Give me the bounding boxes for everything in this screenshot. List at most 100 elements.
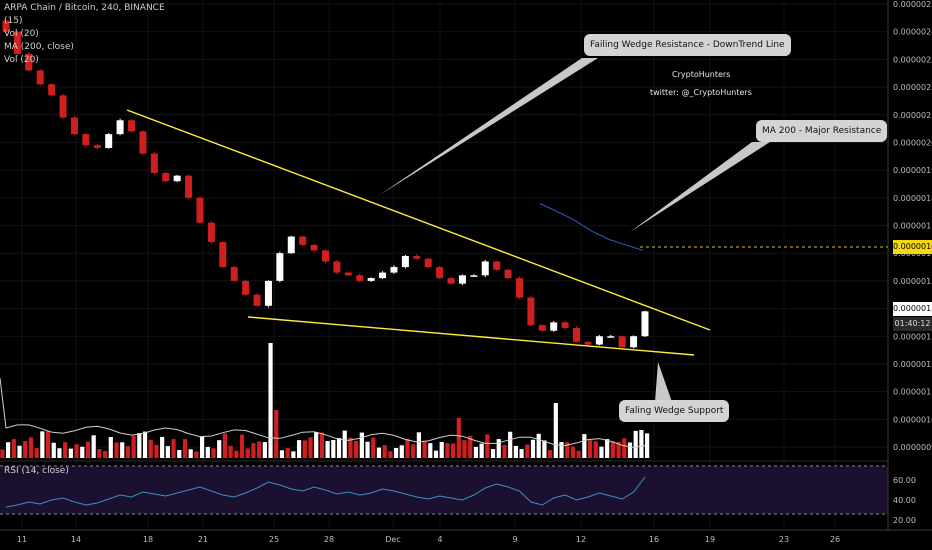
time-tick-label: 25 bbox=[269, 535, 279, 544]
price-tick-label: 0.00000240 bbox=[893, 28, 932, 37]
indicator-label[interactable]: Vol (20) bbox=[4, 29, 39, 39]
candle bbox=[287, 236, 295, 254]
candle bbox=[25, 53, 33, 71]
volume-bar bbox=[536, 433, 541, 458]
ma200-line bbox=[539, 202, 644, 251]
volume-bar bbox=[314, 432, 319, 458]
time-tick-label: 18 bbox=[143, 535, 153, 544]
candle bbox=[13, 31, 21, 54]
volume-ma-line bbox=[0, 377, 646, 448]
volume-bar bbox=[456, 418, 461, 458]
volume-bar bbox=[234, 450, 239, 458]
indicator-label[interactable]: Vol (20) bbox=[4, 55, 39, 65]
volume-bar bbox=[388, 451, 393, 458]
volume-bar bbox=[439, 441, 444, 458]
volume-bar bbox=[639, 430, 644, 458]
volume-bar bbox=[462, 440, 467, 458]
volume-bar bbox=[114, 442, 119, 458]
candle bbox=[573, 327, 581, 342]
volume-bar bbox=[359, 432, 364, 458]
time-axis-labels: 11 14 18 21 25 28 Dec 4 9 12 16 19 23 26 bbox=[17, 535, 840, 544]
price-tick-label: 0.00000250 bbox=[893, 0, 932, 9]
candle bbox=[436, 267, 444, 279]
volume-bar bbox=[74, 444, 79, 458]
volume-bar bbox=[548, 450, 553, 458]
volume-bar bbox=[479, 443, 484, 458]
price-axis-labels: 0.00000250 0.00000240 0.00000230 0.00000220… bbox=[893, 0, 932, 452]
rsi-line bbox=[5, 476, 646, 508]
volume-bar bbox=[279, 450, 285, 458]
volume-bar bbox=[228, 445, 233, 458]
price-tick-label: 0.00000120 bbox=[893, 360, 932, 369]
volume-bar bbox=[40, 431, 45, 458]
countdown-tag: 01:40:12 bbox=[893, 317, 932, 331]
candle bbox=[70, 117, 78, 135]
volume-bar bbox=[285, 447, 290, 458]
candle bbox=[150, 153, 158, 173]
candle bbox=[584, 341, 592, 345]
candle bbox=[139, 131, 147, 154]
volume-bar bbox=[80, 446, 85, 458]
candle bbox=[538, 325, 546, 331]
volume-bar bbox=[154, 444, 159, 458]
indicator-label[interactable]: MA (200, close) bbox=[4, 42, 74, 52]
candle bbox=[299, 236, 307, 245]
volume-bar bbox=[274, 410, 279, 458]
volume-bar bbox=[199, 436, 205, 458]
price-tick-label: 0.00000220 bbox=[893, 83, 932, 92]
volume-bar bbox=[177, 450, 182, 458]
volume-bar bbox=[0, 449, 5, 458]
candle bbox=[607, 336, 615, 338]
volume-bar bbox=[365, 441, 370, 458]
volume-bar bbox=[211, 448, 216, 458]
volume-bar bbox=[239, 434, 245, 458]
volume-bar bbox=[393, 447, 399, 458]
volume-bar bbox=[302, 440, 307, 458]
volume-bar bbox=[245, 448, 250, 458]
volume-bar bbox=[428, 443, 433, 458]
candle bbox=[630, 336, 638, 348]
candle bbox=[515, 278, 523, 298]
volume-bar bbox=[376, 447, 382, 458]
support-callout: Faling Wedge Support bbox=[619, 400, 730, 422]
time-tick-label: 16 bbox=[649, 535, 659, 544]
volume-bar bbox=[97, 449, 102, 458]
time-tick-label: Dec bbox=[385, 535, 400, 544]
candle bbox=[527, 297, 535, 326]
price-tick-label: 0.00000150 bbox=[893, 277, 932, 286]
volume-bar bbox=[68, 448, 73, 458]
volume-bar bbox=[382, 445, 387, 458]
volume-bar bbox=[262, 442, 267, 458]
candle bbox=[447, 278, 455, 284]
volume-bar bbox=[148, 439, 153, 458]
candle bbox=[504, 269, 512, 279]
volume-bar bbox=[268, 343, 273, 458]
volume-bar bbox=[542, 440, 547, 458]
volume-bar bbox=[570, 446, 576, 458]
candle bbox=[641, 311, 649, 337]
volume-bar bbox=[496, 439, 501, 458]
candle bbox=[367, 278, 375, 281]
time-tick-label: 21 bbox=[198, 535, 208, 544]
volume-bar bbox=[17, 445, 22, 458]
candle bbox=[128, 120, 136, 132]
volume-bar bbox=[85, 441, 91, 458]
indicator-label[interactable]: (15) bbox=[4, 16, 23, 26]
candle bbox=[424, 258, 432, 268]
volume-bar bbox=[222, 433, 228, 458]
volume-bar bbox=[587, 440, 593, 458]
candle bbox=[264, 280, 272, 306]
volume-bar bbox=[593, 441, 598, 458]
volume-bar bbox=[120, 442, 125, 458]
volume-bar bbox=[582, 434, 587, 458]
volume-bar bbox=[194, 451, 199, 458]
volume-bar bbox=[616, 441, 621, 458]
volume-bar bbox=[513, 445, 518, 458]
rsi-band bbox=[0, 466, 888, 514]
candle bbox=[93, 145, 101, 148]
volume-bar bbox=[102, 450, 108, 458]
candle bbox=[185, 175, 193, 198]
candle bbox=[105, 134, 113, 148]
volume-bar bbox=[251, 443, 256, 458]
